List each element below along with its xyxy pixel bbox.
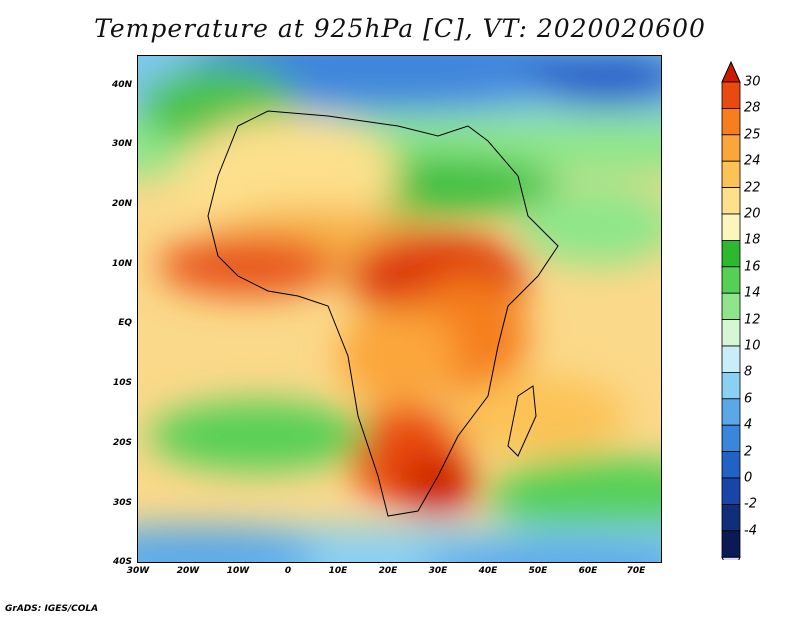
colorbar-label: 0 [744,470,753,486]
lat-label-20n: 20N [111,199,132,209]
temperature-field [138,56,661,562]
coastlines [207,110,559,517]
colorbar-segment [721,239,741,268]
colorbar-label: -4 [744,523,757,539]
footer-credit: GrADS: IGES/COLA [5,604,99,614]
lon-label-0: 0 [284,566,292,576]
map-canvas [138,56,661,562]
lon-label-40e: 40E [478,566,498,576]
colorbar-label: 20 [744,206,761,222]
lon-label-10e: 10E [328,566,348,576]
colorbar-segment [721,81,741,109]
colorbar-label: 14 [744,285,761,301]
colorbar-label: 8 [744,364,753,380]
colorbar-label: 4 [744,417,753,433]
colorbar-segment [721,371,741,400]
colorbar-segment [721,134,741,162]
lon-label-30w: 30W [126,566,150,576]
lon-label-10w: 10W [226,566,250,576]
colorbar-label: 22 [744,180,761,196]
lat-label-30n: 30N [111,139,132,149]
colorbar-segment [721,424,741,453]
lat-label-20s: 20S [112,438,132,448]
lat-label-eq: EQ [118,318,132,328]
lat-label-10s: 10S [112,378,132,388]
colorbar-segment [721,398,741,426]
colorbar-segment [721,530,741,558]
lat-label-30s: 30S [112,498,132,508]
colorbar-label: -2 [744,496,757,512]
colorbar-label: 24 [744,153,761,169]
colorbar-label: 28 [744,100,761,116]
colorbar-label: 18 [744,232,761,248]
colorbar-segment [721,292,741,320]
colorbar-segment [721,213,741,241]
colorbar-label: 6 [744,391,753,407]
colorbar-label: 2 [744,444,753,460]
colorbar-label: 12 [744,312,761,328]
temperature-map [137,55,662,563]
lon-label-50e: 50E [528,566,548,576]
colorbar-bottom-arrow [721,556,741,560]
colorbar-top-arrow [721,60,741,83]
colorbar [721,60,741,560]
colorbar-label: 10 [744,338,761,354]
chart-title: Temperature at 925hPa [C], VT: 202002060… [94,14,706,43]
colorbar-label: 25 [744,127,761,143]
colorbar-label: 30 [744,74,761,90]
lon-label-20e: 20E [378,566,398,576]
lon-label-60e: 60E [578,566,598,576]
colorbar-segment [721,266,741,294]
colorbar-label: 16 [744,259,761,275]
lon-label-20w: 20W [176,566,200,576]
colorbar-segment [721,503,741,532]
colorbar-segment [721,108,741,136]
lon-label-30e: 30E [428,566,448,576]
colorbar-segment [721,345,741,373]
lat-label-40n: 40N [111,80,132,90]
colorbar-segment [721,319,741,347]
lon-label-70e: 70E [626,566,646,576]
colorbar-segment [721,160,741,188]
colorbar-segment [721,187,741,215]
colorbar-segment [721,477,741,505]
lat-label-40s: 40S [112,557,132,567]
lat-label-10n: 10N [111,259,132,269]
colorbar-segment [721,451,741,479]
